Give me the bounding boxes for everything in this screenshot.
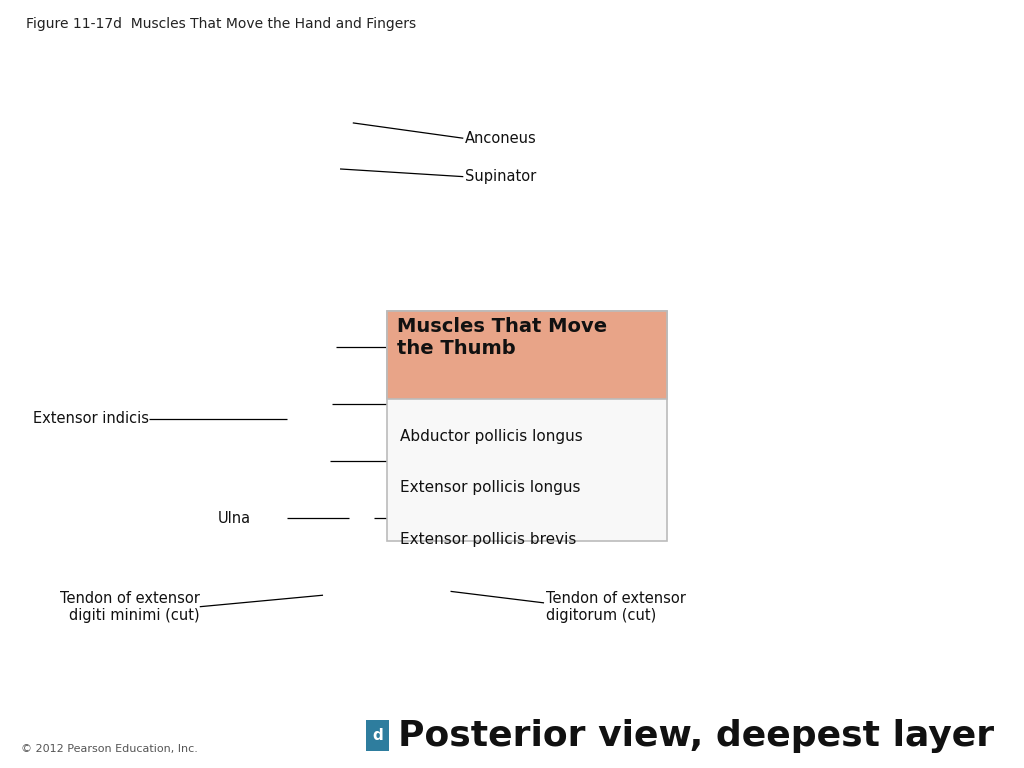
Text: Extensor pollicis longus: Extensor pollicis longus [388,396,561,412]
Text: © 2012 Pearson Education, Inc.: © 2012 Pearson Education, Inc. [22,744,198,754]
Text: Tendon of extensor
digitorum (cut): Tendon of extensor digitorum (cut) [546,591,686,623]
Text: d: d [372,728,383,743]
Text: Anconeus: Anconeus [465,131,537,146]
Text: Muscles That Move
the Thumb: Muscles That Move the Thumb [397,317,607,358]
Text: Posterior view, deepest layer: Posterior view, deepest layer [398,719,994,753]
Text: Supinator: Supinator [465,169,537,184]
Text: Abductor pollicis longus: Abductor pollicis longus [388,339,563,355]
Text: Figure 11-17d  Muscles That Move the Hand and Fingers: Figure 11-17d Muscles That Move the Hand… [26,17,416,31]
Text: Extensor pollicis longus: Extensor pollicis longus [399,480,580,495]
Text: Abductor pollicis longus: Abductor pollicis longus [399,429,583,444]
Bar [387,311,668,541]
Text: Radius: Radius [465,511,514,526]
Bar [387,311,668,399]
Text: Extensor indicis: Extensor indicis [33,411,148,426]
Text: Extensor pollicis brevis: Extensor pollicis brevis [399,531,575,547]
Text: Ulna: Ulna [218,511,251,526]
Text: Tendon of extensor
digiti minimi (cut): Tendon of extensor digiti minimi (cut) [59,591,200,623]
Text: Extensor pollicis brevis: Extensor pollicis brevis [388,453,557,468]
Bar [366,720,389,751]
